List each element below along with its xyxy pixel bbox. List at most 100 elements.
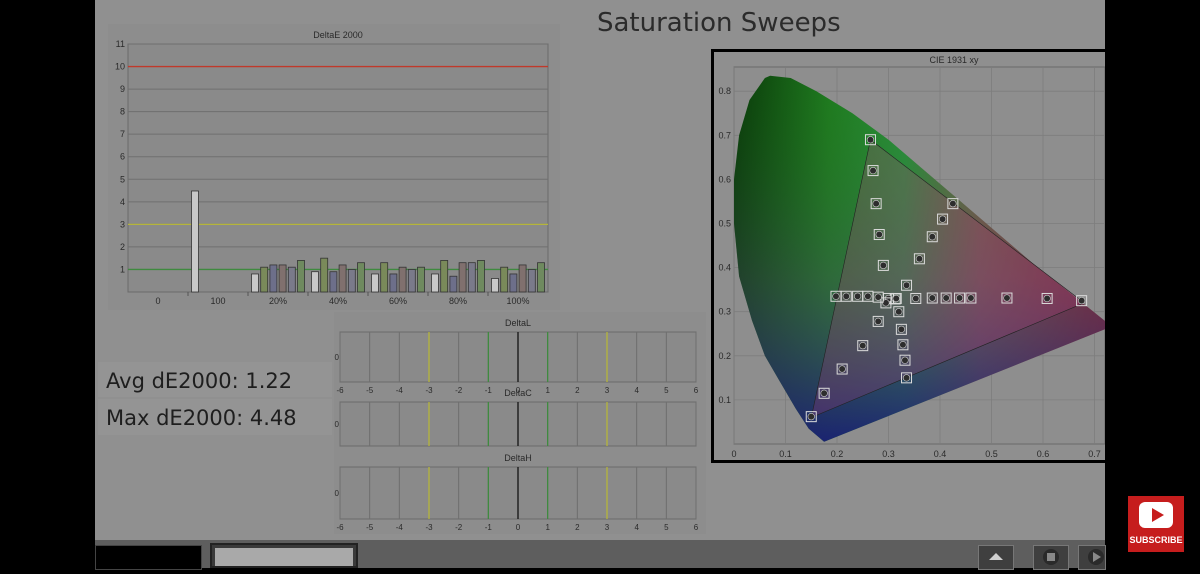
deltah-x-tick: 6: [694, 523, 699, 532]
deltah-x-tick: -6: [336, 523, 344, 532]
cie-measured-point: [915, 255, 923, 263]
deltae-x-tick: 80%: [449, 296, 467, 306]
deltae-y-tick: 6: [120, 152, 125, 162]
deltae-y-tick: 1: [120, 264, 125, 274]
cie-measured-point: [938, 215, 947, 223]
cie-measured-point: [1078, 297, 1086, 305]
deltal-x-tick: 4: [634, 386, 639, 395]
delta-lch-panel: DeltaL 0 -6 -5 -4 -3 -2 -1 0 1 2 3 4 5 6 DeltaC 0 DeltaH 0…: [334, 312, 706, 534]
cie-y-tick: 0.2: [718, 351, 731, 361]
cie-x-tick: 0.1: [779, 449, 792, 459]
deltal-x-tick: 1: [545, 386, 550, 395]
cie-measured-point: [967, 294, 975, 302]
cie-x-tick: 0.4: [934, 449, 947, 459]
cie-measured-point: [942, 294, 950, 302]
deltah-x-tick: -3: [425, 523, 433, 532]
deltae-x-tick: 20%: [269, 296, 287, 306]
deltae-bar: [311, 271, 319, 293]
deltal-x-tick: 0: [516, 386, 521, 395]
subscribe-button[interactable]: SUBSCRIBE: [1128, 496, 1184, 552]
cie-y-tick: 0.3: [718, 307, 731, 317]
cie-y-tick: 0.7: [718, 130, 731, 140]
deltae-bar: [251, 273, 259, 293]
deltal-x-tick: -2: [455, 386, 463, 395]
cie-measured-point: [912, 294, 920, 303]
deltae-bar: [500, 266, 509, 293]
cie-target-square: [899, 354, 911, 366]
deltae-bar: [329, 271, 338, 293]
scroll-up-button[interactable]: [978, 545, 1014, 570]
cie-measured-point: [1043, 294, 1051, 303]
slide-thumbnail-active[interactable]: [210, 543, 358, 568]
cie-title: CIE 1931 xy: [929, 55, 979, 65]
deltah-y-tick: 0: [335, 489, 340, 498]
cie-measured-point: [842, 292, 850, 300]
deltae-plot-area: [127, 43, 549, 293]
deltae-x-tick: 0: [155, 296, 160, 306]
max-stat-box: [98, 399, 332, 435]
cie-measured-point: [882, 299, 890, 307]
cie-target-square: [926, 231, 938, 243]
up-arrow-icon: [989, 553, 1003, 560]
deltae-y-tick: 9: [120, 84, 125, 94]
cie-measured-point: [892, 294, 900, 303]
deltah-x-tick: 4: [634, 523, 639, 532]
deltae-bar: [269, 264, 278, 293]
cie-measured-point: [874, 293, 882, 301]
cie-measured-point: [928, 294, 936, 302]
deltae-bar: [297, 260, 305, 293]
stop-button[interactable]: [1033, 545, 1069, 570]
cie-target-square: [877, 259, 889, 271]
deltah-x-tick: -4: [396, 523, 404, 532]
cie-target-square: [901, 372, 913, 384]
avg-de2000: Avg dE2000: 1.22: [106, 369, 293, 393]
deltal-x-tick: 3: [605, 386, 610, 395]
deltac-title: DeltaC: [504, 388, 532, 398]
cie-chart-frame: CIE 1931 xy 0.1 0.2 0.3 0.4 0.5 0.6 0.7 0.8 0 0.1 0…: [711, 49, 1113, 463]
slide-thumbnail[interactable]: [95, 545, 202, 570]
deltae-y-tick: 2: [120, 242, 125, 252]
deltae-x-tick: 100: [210, 296, 225, 306]
deltae-x-tick: 100%: [506, 296, 529, 306]
cie-target-square: [895, 323, 907, 335]
cie-chart: CIE 1931 xy 0.1 0.2 0.3 0.4 0.5 0.6 0.7 0.8 0 0.1 0…: [718, 55, 1113, 459]
deltae-y-tick: 8: [120, 107, 125, 117]
subscribe-label: SUBSCRIBE: [1129, 535, 1183, 545]
cie-target-square: [864, 134, 876, 146]
deltae-bar: [431, 273, 439, 293]
deltae-bar: [191, 190, 199, 293]
deltae-y-tick: 4: [120, 197, 125, 207]
deltah-x-tick: 1: [545, 523, 550, 532]
avg-stat-box: [98, 362, 332, 397]
cie-target-square: [926, 292, 938, 304]
cie-measured-point: [872, 200, 880, 208]
deltal-x-tick: -6: [336, 386, 344, 395]
deltae-chart-panel: DeltaE 2000 1 2 3 4 5 6 7 8 9 10 11 0 100 20% 40% 60% 80%…: [108, 24, 560, 310]
deltae-bar: [357, 262, 365, 293]
deltae-bar: [458, 262, 467, 293]
deltae-chart: DeltaE 2000 1 2 3 4 5 6 7 8 9 10 11 0 100 20% 40% 60% 80%…: [115, 30, 549, 306]
deltae-y-tick: 11: [116, 39, 125, 49]
play-button[interactable]: [1078, 545, 1106, 570]
deltae-bar: [389, 273, 398, 293]
right-letterbox: [1105, 0, 1200, 568]
cie-target-square: [1076, 295, 1088, 307]
deltal-x-tick: -4: [396, 386, 404, 395]
cie-target-square: [913, 253, 925, 265]
play-triangle-icon: [1152, 508, 1164, 522]
cie-target-square: [818, 387, 830, 399]
deltal-x-tick: 2: [575, 386, 580, 395]
cie-target-square: [897, 339, 909, 351]
cie-target-square: [872, 315, 884, 327]
deltae-bar: [398, 266, 407, 293]
deltae-bar: [320, 257, 329, 293]
cie-y-tick: 0.8: [718, 86, 731, 96]
deltal-y-tick: 0: [335, 353, 340, 362]
deltah-x-tick: -5: [366, 523, 374, 532]
cie-measured-point: [832, 292, 840, 300]
deltac-y-tick: 0: [335, 420, 340, 429]
cie-measured-point: [955, 294, 964, 302]
cie-target-square: [1001, 292, 1013, 304]
deltal-title: DeltaL: [505, 318, 531, 328]
cie-target-square: [1041, 292, 1053, 304]
